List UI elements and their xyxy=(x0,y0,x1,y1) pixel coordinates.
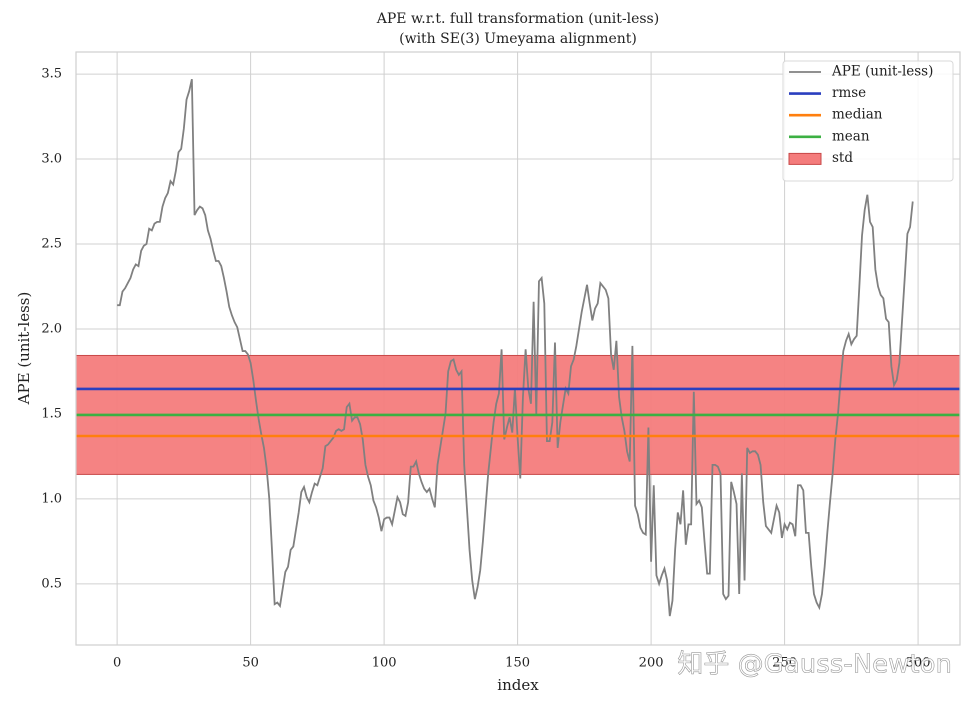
x-tick-label: 150 xyxy=(505,656,530,671)
legend-label: rmse xyxy=(832,85,866,101)
y-tick-label: 2.0 xyxy=(41,321,62,336)
x-tick-label: 300 xyxy=(906,656,931,671)
legend-label: median xyxy=(832,107,883,123)
x-tick-label: 100 xyxy=(372,656,397,671)
watermark: 知乎 @Gauss-Newton xyxy=(677,650,952,680)
y-tick-label: 2.5 xyxy=(41,237,62,252)
legend-label: std xyxy=(832,150,853,166)
x-tick-label: 200 xyxy=(639,656,664,671)
chart-subtitle: (with SE(3) Umeyama alignment) xyxy=(399,31,637,47)
legend-swatch xyxy=(788,152,822,165)
y-tick-label: 0.5 xyxy=(41,576,62,591)
y-tick-label: 1.0 xyxy=(41,491,62,506)
legend-label: mean xyxy=(832,128,870,144)
legend-label: APE (unit-less) xyxy=(831,64,933,80)
x-tick-label: 0 xyxy=(113,656,121,671)
y-axis-label: APE (unit-less) xyxy=(15,292,33,406)
y-tick-label: 3.5 xyxy=(41,67,62,82)
x-axis-label: index xyxy=(497,676,539,694)
x-tick-label: 250 xyxy=(772,656,797,671)
y-tick-label: 1.5 xyxy=(41,406,62,421)
x-tick-label: 50 xyxy=(242,656,259,671)
plot-frame xyxy=(75,51,961,646)
legend-box xyxy=(782,60,954,182)
chart-title: APE w.r.t. full transformation (unit-les… xyxy=(376,11,659,27)
y-tick-label: 3.0 xyxy=(41,152,62,167)
